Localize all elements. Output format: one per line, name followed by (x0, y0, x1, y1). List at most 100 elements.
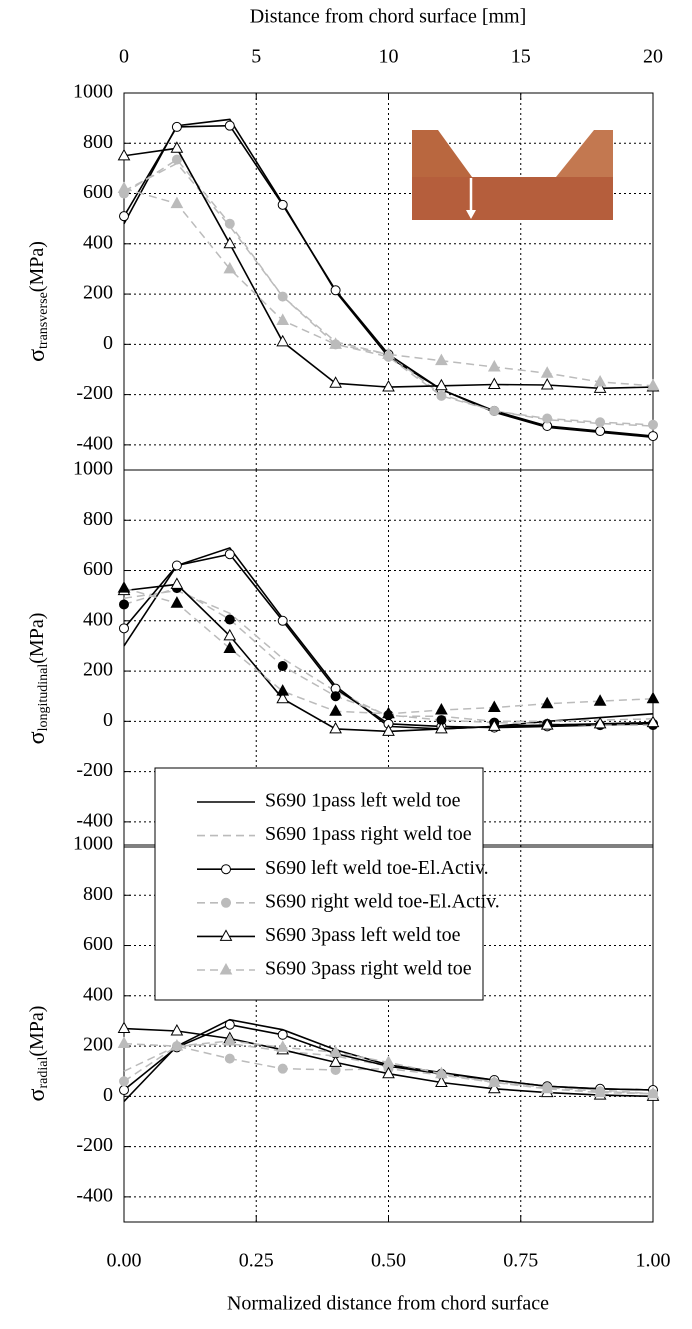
marker (223, 628, 237, 641)
marker (487, 377, 501, 390)
marker (382, 380, 395, 392)
y-tick-label: -400 (76, 432, 113, 454)
x-tick-label: 0.00 (107, 1250, 142, 1272)
legend-marker (219, 962, 233, 975)
y-title-subscript: radial (36, 1057, 51, 1089)
marker (223, 1034, 237, 1046)
marker (329, 704, 342, 716)
marker (435, 378, 448, 391)
y-tick-label: -400 (76, 1184, 113, 1206)
marker (540, 366, 554, 378)
y-tick-label: 200 (83, 1034, 113, 1056)
series-line (123, 158, 654, 426)
marker (382, 1066, 395, 1079)
y-tick-label: 1000 (73, 458, 113, 480)
marker (276, 684, 290, 696)
y-title-subscript: longitudinal (36, 664, 51, 732)
marker (224, 614, 235, 625)
marker (170, 141, 184, 153)
y-tick-label: 0 (103, 709, 113, 731)
y-tick-label: 800 (83, 883, 113, 905)
marker (542, 413, 553, 424)
x-tick-label: 1.00 (636, 1250, 671, 1272)
marker (382, 724, 395, 736)
marker (593, 716, 607, 729)
marker (487, 1081, 501, 1094)
x2-tick-label: 15 (511, 46, 531, 68)
marker (277, 291, 288, 302)
legend-marker (219, 929, 233, 941)
marker (223, 641, 237, 653)
marker (117, 181, 131, 194)
y-tick-label: 600 (83, 558, 113, 580)
y-tick-label: 400 (83, 231, 113, 253)
marker (329, 337, 342, 349)
legend-label: S690 right weld toe-El.Activ. (265, 890, 500, 912)
y-title-unit: (MPa) (26, 1006, 48, 1057)
marker (435, 353, 448, 366)
marker (648, 431, 658, 442)
marker (277, 615, 288, 626)
marker (382, 1055, 395, 1067)
marker (593, 694, 607, 706)
y-title-unit: (MPa) (26, 613, 48, 664)
y-title-symbol: σ (24, 731, 50, 744)
marker (170, 577, 184, 589)
marker (487, 359, 501, 372)
marker (119, 623, 129, 634)
y-axis-title: σlongitudinal(MPa) (24, 613, 52, 745)
marker (223, 261, 237, 274)
y-tick-label: -200 (76, 759, 113, 781)
y-tick-label: 800 (83, 131, 113, 153)
marker (435, 1066, 448, 1079)
marker (170, 596, 184, 608)
marker (117, 1036, 131, 1049)
y-tick-label: 1000 (73, 81, 113, 103)
y-tick-label: 600 (83, 933, 113, 955)
marker (330, 691, 341, 702)
x-axis-title: Normalized distance from chord surface (227, 1293, 549, 1315)
x-tick-label: 0.25 (239, 1250, 274, 1272)
y-title-symbol: σ (24, 349, 50, 362)
y-title-symbol: σ (24, 1088, 50, 1101)
marker (595, 426, 606, 437)
marker (487, 1075, 501, 1088)
marker (646, 691, 660, 704)
marker (646, 715, 660, 728)
marker (276, 691, 290, 704)
y-title-subscript: transverse (36, 292, 51, 349)
marker (329, 721, 342, 734)
marker (382, 347, 395, 359)
marker (224, 1019, 235, 1030)
legend-label: S690 1pass right weld toe (265, 823, 472, 845)
marker (540, 718, 554, 730)
marker (540, 378, 554, 390)
marker (224, 120, 235, 131)
y-axis-title: σtransverse(MPa) (24, 241, 52, 362)
marker (648, 419, 658, 430)
marker (224, 1053, 235, 1064)
marker (170, 1039, 184, 1051)
marker (224, 549, 235, 560)
marker (171, 560, 182, 571)
x2-tick-label: 10 (379, 46, 399, 68)
x2-axis-title: Distance from chord surface [mm] (250, 6, 527, 28)
y-tick-label: -200 (76, 382, 113, 404)
y-tick-label: 1000 (73, 833, 113, 855)
marker (277, 1029, 288, 1040)
x2-tick-label: 0 (119, 46, 129, 68)
weld-arm (556, 130, 613, 177)
marker (436, 390, 447, 401)
y-tick-label: 0 (103, 332, 113, 354)
marker (330, 285, 341, 296)
y-tick-label: -400 (76, 809, 113, 831)
marker (646, 1086, 660, 1099)
marker (277, 1063, 288, 1074)
y-tick-label: 0 (103, 1084, 113, 1106)
marker (593, 1085, 607, 1098)
marker (276, 334, 290, 347)
marker (170, 196, 184, 209)
y-tick-label: 400 (83, 608, 113, 630)
weld-arm (412, 130, 472, 177)
